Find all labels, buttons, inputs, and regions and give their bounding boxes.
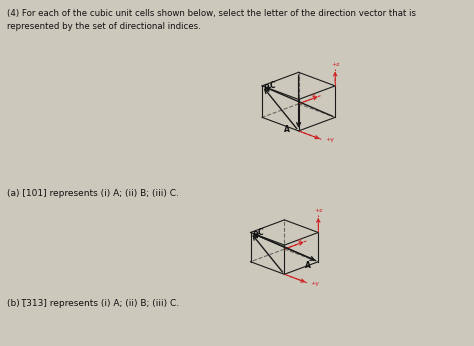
Text: (4) For each of the cubic unit cells shown below, select the letter of the direc: (4) For each of the cubic unit cells sho… [7,9,416,18]
Text: +y: +y [311,281,320,286]
Text: +z: +z [314,208,322,213]
Text: A: A [284,125,290,134]
Text: (a) [101] represents (i) A; (ii) B; (iii) C.: (a) [101] represents (i) A; (ii) B; (iii… [7,189,179,198]
Text: (b) [̅313] represents (i) A; (ii) B; (iii) C.: (b) [̅313] represents (i) A; (ii) B; (ii… [7,299,179,308]
Text: represented by the set of directional indices.: represented by the set of directional in… [7,22,201,31]
Text: +y: +y [325,137,334,142]
Text: A: A [305,261,311,270]
Text: B: B [263,84,269,93]
Text: C: C [258,228,264,237]
Text: +z: +z [331,62,339,67]
Text: -x: -x [296,238,302,244]
Text: B: B [252,231,258,240]
Text: -x: -x [310,93,317,98]
Text: C: C [270,81,275,90]
